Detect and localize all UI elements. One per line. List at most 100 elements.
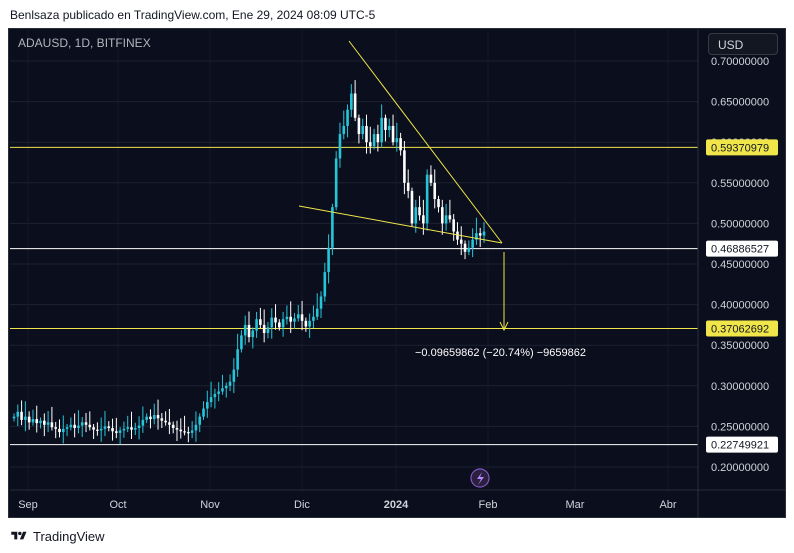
candle-body <box>217 391 220 394</box>
candle-body <box>304 320 308 327</box>
event-icon[interactable] <box>470 468 490 488</box>
candle-body <box>92 427 95 430</box>
candle-body <box>61 428 65 433</box>
candle-body <box>145 416 148 420</box>
y-tick-label: 0.30000000 <box>711 381 769 393</box>
y-tick-label: 0.70000000 <box>711 56 769 68</box>
candle-body <box>372 134 376 147</box>
candle-body <box>24 416 27 420</box>
candle-body <box>452 219 455 232</box>
candle-body <box>444 215 448 224</box>
candle-body <box>414 207 418 224</box>
measure-arrow-head <box>499 321 509 332</box>
candle-body <box>289 316 292 322</box>
candle-body <box>187 432 190 434</box>
candle-body <box>308 320 311 327</box>
candle-body <box>118 430 122 433</box>
candle-body <box>20 411 23 420</box>
candle-body <box>84 422 88 425</box>
candle-body <box>209 397 213 403</box>
candle-body <box>296 314 300 319</box>
candle-body <box>179 429 183 432</box>
trendline-lower[interactable] <box>298 205 503 244</box>
candle-body <box>406 182 410 191</box>
candle-body <box>88 424 92 428</box>
candle-body <box>293 318 296 322</box>
price-line-label: 0.22749921 <box>711 440 769 452</box>
candle-body <box>376 134 380 143</box>
y-tick-label: 0.20000000 <box>711 462 769 474</box>
price-line-tag <box>706 320 778 337</box>
footer-brand: TradingView <box>33 528 105 544</box>
candle-body <box>240 335 243 350</box>
candle-body <box>122 428 126 431</box>
candle-body <box>482 231 486 236</box>
price-line-tag <box>706 240 778 257</box>
candle-body <box>152 415 156 420</box>
candle-body <box>327 247 330 273</box>
candle-body <box>334 158 338 208</box>
candle-body <box>111 428 114 432</box>
candle-body <box>35 419 39 424</box>
candle-body <box>380 117 383 143</box>
candle-body <box>130 427 133 430</box>
chart-panel[interactable] <box>8 28 786 518</box>
candle-body <box>12 416 16 419</box>
candle-body <box>141 419 145 426</box>
candle-body <box>395 138 399 143</box>
candle-body <box>463 243 467 252</box>
candle-body <box>418 207 421 216</box>
price-line-tag <box>706 139 778 156</box>
x-tick-label: Feb <box>479 499 498 511</box>
candle-body <box>251 330 255 338</box>
candle-body <box>16 411 20 417</box>
candle-body <box>475 233 478 240</box>
candle-body <box>346 109 349 126</box>
candle-body <box>236 349 239 370</box>
candle-body <box>456 231 459 240</box>
candle-body <box>65 427 69 429</box>
candle-body <box>403 150 406 183</box>
candle-body <box>384 117 387 131</box>
candle-body <box>168 422 171 425</box>
candle-body <box>54 427 57 429</box>
candle-body <box>224 385 228 389</box>
axes: 0.700000000.650000000.600000000.55000000… <box>10 30 786 517</box>
candle-body <box>478 233 482 236</box>
measure-label: −0.09659862 (−20.74%) −9659862 <box>415 347 586 359</box>
candle-body <box>270 317 274 328</box>
candle-body <box>213 393 217 398</box>
currency-button[interactable]: USD <box>708 33 778 55</box>
candle-body <box>278 322 281 328</box>
y-tick-label: 0.65000000 <box>711 97 769 109</box>
y-tick-label: 0.50000000 <box>711 218 769 230</box>
candle-body <box>331 207 334 248</box>
trendline-upper[interactable] <box>348 40 503 244</box>
y-tick-label: 0.40000000 <box>711 300 769 312</box>
candle-body <box>281 319 285 328</box>
candle-body <box>437 199 440 208</box>
candle-body <box>43 420 46 425</box>
candle-body <box>232 369 236 382</box>
candle-body <box>164 420 167 423</box>
y-tick-label: 0.35000000 <box>711 340 769 352</box>
drawing-tools[interactable]: −0.09659862 (−20.74%) −9659862 <box>298 40 586 359</box>
tradingview-logo-icon <box>11 531 27 540</box>
grid <box>10 30 698 490</box>
candle-body <box>399 138 402 151</box>
candle-body <box>183 431 186 433</box>
candle-body <box>69 424 73 428</box>
x-tick-label: Oct <box>109 499 126 511</box>
candle-body <box>115 431 118 433</box>
candle-body <box>323 272 327 297</box>
candle-body <box>126 427 130 429</box>
candle-body <box>365 125 368 143</box>
candle-body <box>353 93 357 118</box>
price-line-label: 0.46886527 <box>711 244 769 256</box>
candle-body <box>77 425 80 429</box>
x-tick-label: Abr <box>659 499 676 511</box>
candle-body <box>312 316 315 321</box>
candle-body <box>410 190 414 224</box>
candle-body <box>425 174 429 224</box>
